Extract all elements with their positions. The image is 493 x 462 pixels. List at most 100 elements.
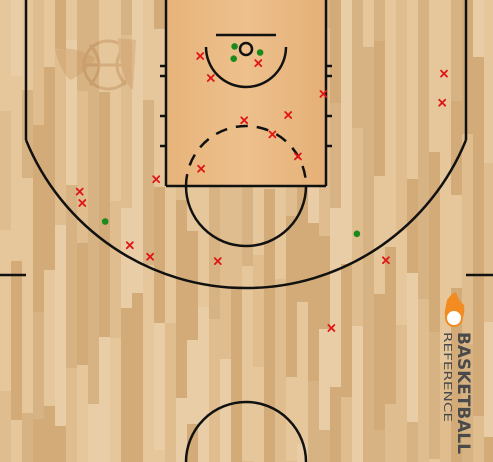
floor-plank [121, 0, 132, 35]
floor-plank [407, 422, 418, 462]
floor-plank [473, 416, 484, 462]
floor-plank [385, 93, 396, 247]
floor-plank [374, 41, 385, 176]
brand-line2: REFERENCE [441, 332, 454, 422]
floor-plank [429, 459, 440, 462]
miss-stroke [196, 52, 205, 60]
floor-plank [77, 91, 88, 243]
floor-plank [110, 201, 121, 338]
floor-plank [187, 340, 198, 424]
floor-plank [352, 0, 363, 128]
missed-shot-point [75, 187, 84, 196]
shot-marks [75, 43, 448, 332]
floor-plank [253, 255, 264, 367]
restricted-area-arc [204, 46, 288, 89]
floor-plank [88, 170, 99, 404]
floor-plank [143, 0, 154, 7]
missed-shot-point [206, 74, 215, 82]
floor-plank [407, 273, 418, 422]
floor-plank [385, 404, 396, 462]
floor-plank [484, 163, 493, 322]
miss-stroke [293, 152, 302, 161]
floor-plank [110, 0, 121, 201]
floor-plank [55, 0, 66, 49]
floor-plank [275, 279, 286, 414]
brand-line1: BASKETBALL [453, 332, 473, 454]
floor-plank [154, 29, 165, 187]
floor-plank [374, 0, 385, 41]
floor-plank [451, 288, 462, 391]
floor-plank [198, 307, 209, 462]
floor-plank [330, 387, 341, 462]
floor-plank [319, 236, 330, 329]
made-shot-point [353, 230, 361, 238]
floor-plank [143, 7, 154, 100]
floor-plank [22, 0, 33, 90]
floor-plank [99, 0, 110, 92]
floor-plank [99, 92, 110, 223]
floor-plank [363, 47, 374, 187]
floor-plank [22, 178, 33, 413]
floor-plank [77, 365, 88, 462]
floor-plank [319, 430, 330, 462]
floor-plank [418, 299, 429, 462]
floor-plank [286, 377, 297, 461]
floor-plank [55, 49, 66, 225]
floor-plank [44, 270, 55, 406]
made-shot-point [230, 55, 237, 62]
floor-plank [264, 189, 275, 374]
floor-plank [374, 176, 385, 294]
floor-plank [154, 0, 165, 29]
miss-stroke [125, 241, 134, 250]
floor-plank [154, 450, 165, 462]
floor-plank [44, 406, 55, 462]
floor-plank [187, 231, 198, 340]
miss-stroke [206, 74, 215, 82]
floor-plank [473, 0, 484, 57]
floor-plank [198, 160, 209, 307]
floor-plank [484, 437, 493, 462]
floor-plank [209, 166, 220, 319]
floor-plank [429, 0, 440, 152]
floor-plank [77, 0, 88, 91]
hoop [238, 41, 254, 57]
floor-plank [341, 0, 352, 31]
floor-plank [363, 187, 374, 387]
floor-plank [209, 319, 220, 462]
missed-shot-point [381, 256, 390, 265]
miss-stroke [78, 199, 87, 207]
floor-plank [462, 134, 473, 344]
floor-plank [242, 266, 253, 461]
floor-plank [396, 325, 407, 462]
floor-plank [286, 216, 297, 377]
floor-plank [440, 0, 451, 112]
missed-shot-point [240, 116, 249, 125]
floor-plank [176, 398, 187, 462]
floor-plank [33, 419, 44, 462]
floor-plank [396, 0, 407, 46]
floor-plank [253, 367, 264, 462]
center-circle [184, 400, 308, 462]
floor-plank [220, 359, 231, 462]
floor-plank [308, 223, 319, 381]
logo-ball-icon [445, 309, 463, 327]
floor-plank [121, 35, 132, 208]
floor-plank [297, 302, 308, 444]
miss-stroke [319, 90, 328, 98]
floor-plank [330, 208, 341, 387]
floor-plank [0, 0, 11, 111]
floor-plank [297, 444, 308, 462]
missed-shot-point [146, 252, 155, 261]
floor-plank [484, 0, 493, 163]
floor-plank [187, 424, 198, 462]
floor-plank [264, 374, 275, 462]
floor-plank [440, 231, 451, 363]
floor-plank [110, 338, 121, 462]
floor-plank [330, 0, 341, 103]
miss-stroke [152, 175, 161, 184]
floor-plank [11, 0, 22, 76]
floor-plank [418, 0, 429, 60]
paint-area [166, 0, 326, 186]
floor-plank [407, 179, 418, 273]
